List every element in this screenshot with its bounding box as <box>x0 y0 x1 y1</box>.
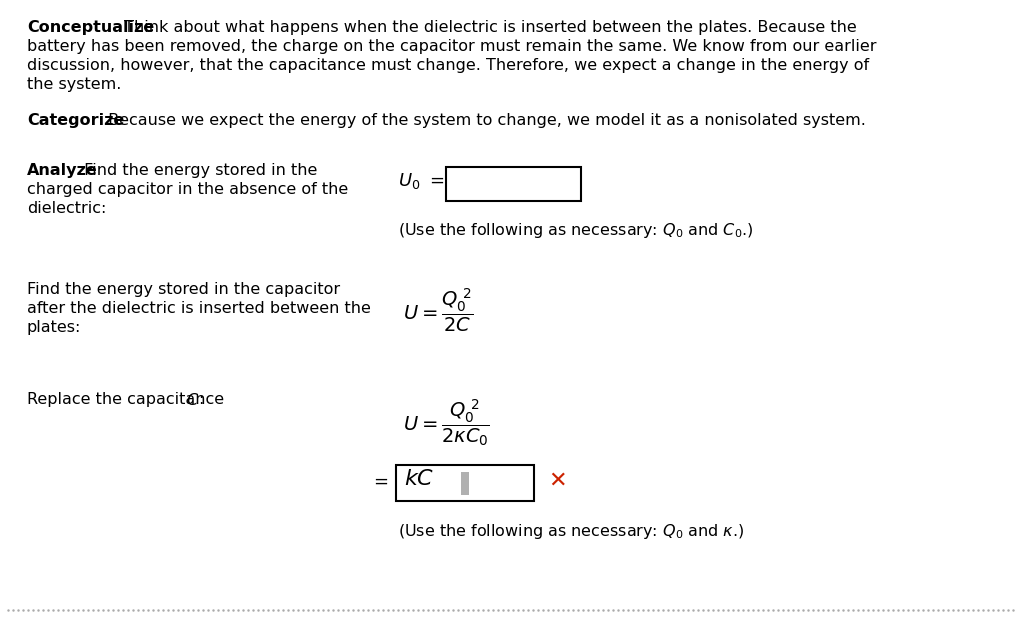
Text: :: : <box>198 392 204 407</box>
Text: Because we expect the energy of the system to change, we model it as a nonisolat: Because we expect the energy of the syst… <box>103 113 866 128</box>
Text: $kC$: $kC$ <box>404 469 434 489</box>
Text: (Use the following as necessary: $Q_0$ and $C_0$.): (Use the following as necessary: $Q_0$ a… <box>398 221 754 240</box>
Text: Categorize: Categorize <box>27 113 124 128</box>
Text: battery has been removed, the charge on the capacitor must remain the same. We k: battery has been removed, the charge on … <box>27 39 877 54</box>
Text: Conceptualize: Conceptualize <box>27 20 155 35</box>
Text: dielectric:: dielectric: <box>27 201 106 216</box>
Text: $U = \dfrac{Q_0^{\ 2}}{2C}$: $U = \dfrac{Q_0^{\ 2}}{2C}$ <box>403 287 473 335</box>
Bar <box>396 465 534 501</box>
Text: $U_0$: $U_0$ <box>398 171 421 191</box>
Text: discussion, however, that the capacitance must change. Therefore, we expect a ch: discussion, however, that the capacitanc… <box>27 58 869 73</box>
Text: $U = \dfrac{Q_0^{\ 2}}{2\kappa C_0}$: $U = \dfrac{Q_0^{\ 2}}{2\kappa C_0}$ <box>403 397 489 448</box>
Text: Find the energy stored in the: Find the energy stored in the <box>79 163 317 178</box>
Bar <box>446 167 581 201</box>
Text: $C$: $C$ <box>186 392 199 408</box>
Text: Think about what happens when the dielectric is inserted between the plates. Bec: Think about what happens when the dielec… <box>119 20 857 35</box>
Text: the system.: the system. <box>27 77 122 92</box>
Text: Replace the capacitance: Replace the capacitance <box>27 392 229 407</box>
Bar <box>461 472 469 495</box>
Text: Analyze: Analyze <box>27 163 97 178</box>
Text: charged capacitor in the absence of the: charged capacitor in the absence of the <box>27 182 348 197</box>
Text: plates:: plates: <box>27 320 81 335</box>
Text: $=$: $=$ <box>426 171 444 189</box>
Text: (Use the following as necessary: $Q_0$ and $\kappa$.): (Use the following as necessary: $Q_0$ a… <box>398 522 744 541</box>
Text: after the dielectric is inserted between the: after the dielectric is inserted between… <box>27 301 371 316</box>
Text: =: = <box>373 473 388 491</box>
Text: Find the energy stored in the capacitor: Find the energy stored in the capacitor <box>27 282 340 297</box>
Text: ✕: ✕ <box>548 471 566 491</box>
